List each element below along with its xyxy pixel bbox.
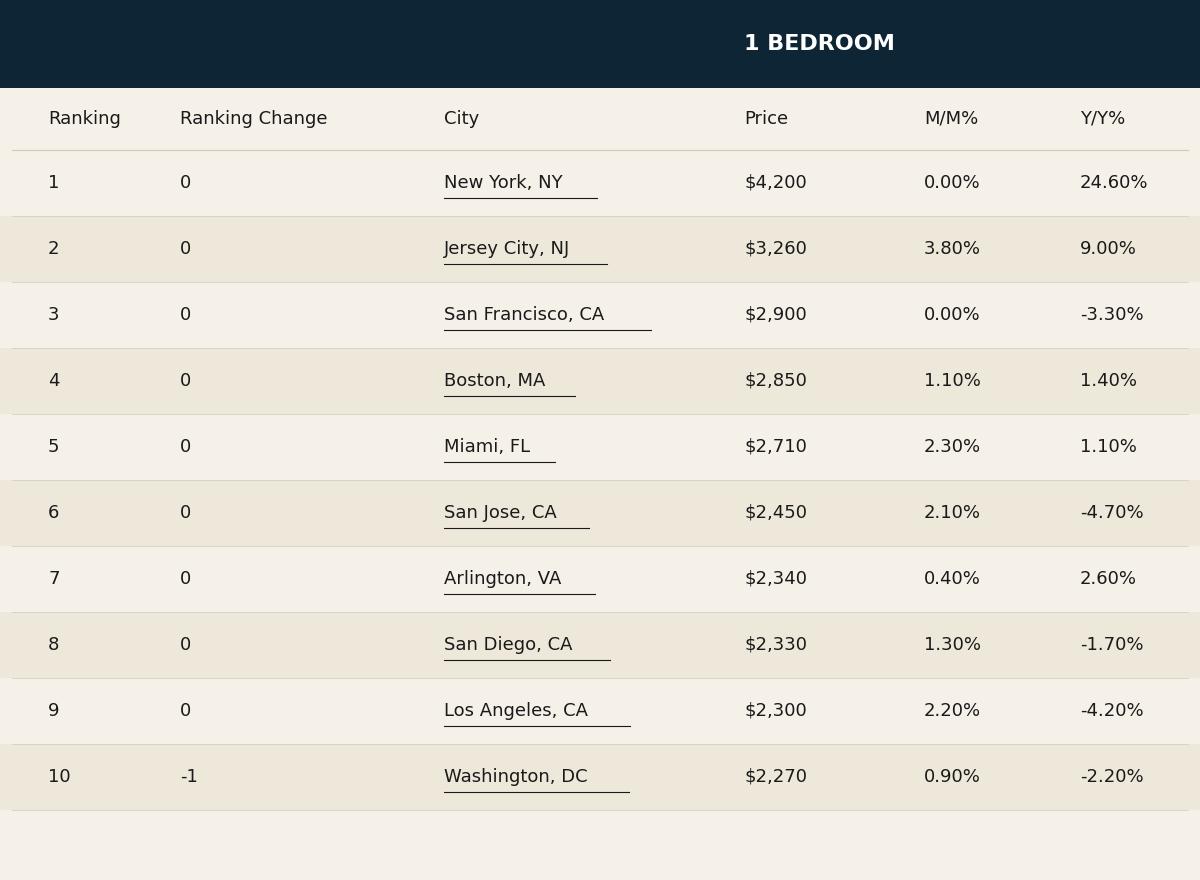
- Text: 4: 4: [48, 371, 60, 390]
- Text: 1.10%: 1.10%: [924, 371, 980, 390]
- Text: 0: 0: [180, 437, 191, 456]
- Text: City: City: [444, 110, 479, 128]
- Text: 0: 0: [180, 701, 191, 720]
- Text: 5: 5: [48, 437, 60, 456]
- FancyBboxPatch shape: [0, 0, 1200, 88]
- Text: $2,850: $2,850: [744, 371, 806, 390]
- Text: 0.00%: 0.00%: [924, 173, 980, 192]
- Text: -4.70%: -4.70%: [1080, 503, 1144, 522]
- Text: 1: 1: [48, 173, 59, 192]
- Text: -1.70%: -1.70%: [1080, 635, 1144, 654]
- Text: 1.10%: 1.10%: [1080, 437, 1136, 456]
- Text: -3.30%: -3.30%: [1080, 305, 1144, 324]
- FancyBboxPatch shape: [0, 546, 1200, 612]
- Text: 0: 0: [180, 635, 191, 654]
- FancyBboxPatch shape: [0, 414, 1200, 480]
- Text: 2: 2: [48, 239, 60, 258]
- Text: 24.60%: 24.60%: [1080, 173, 1148, 192]
- Text: 0: 0: [180, 503, 191, 522]
- Text: 2.20%: 2.20%: [924, 701, 982, 720]
- Text: 2.10%: 2.10%: [924, 503, 982, 522]
- Text: -2.20%: -2.20%: [1080, 767, 1144, 786]
- Text: $2,900: $2,900: [744, 305, 806, 324]
- Text: 10: 10: [48, 767, 71, 786]
- FancyBboxPatch shape: [0, 216, 1200, 282]
- Text: 0: 0: [180, 569, 191, 588]
- Text: 2.30%: 2.30%: [924, 437, 982, 456]
- Text: 0.40%: 0.40%: [924, 569, 980, 588]
- FancyBboxPatch shape: [0, 612, 1200, 678]
- Text: Ranking: Ranking: [48, 110, 121, 128]
- Text: Price: Price: [744, 110, 788, 128]
- Text: 0.90%: 0.90%: [924, 767, 980, 786]
- Text: 1 BEDROOM: 1 BEDROOM: [744, 34, 895, 54]
- Text: 1.30%: 1.30%: [924, 635, 982, 654]
- Text: New York, NY: New York, NY: [444, 173, 563, 192]
- FancyBboxPatch shape: [0, 480, 1200, 546]
- Text: $2,450: $2,450: [744, 503, 808, 522]
- Text: 8: 8: [48, 635, 59, 654]
- Text: San Diego, CA: San Diego, CA: [444, 635, 572, 654]
- Text: 9: 9: [48, 701, 60, 720]
- Text: $2,340: $2,340: [744, 569, 808, 588]
- Text: 0: 0: [180, 371, 191, 390]
- Text: 3.80%: 3.80%: [924, 239, 982, 258]
- Text: Ranking Change: Ranking Change: [180, 110, 328, 128]
- FancyBboxPatch shape: [0, 150, 1200, 216]
- Text: M/M%: M/M%: [924, 110, 978, 128]
- Text: San Jose, CA: San Jose, CA: [444, 503, 557, 522]
- Text: 0.00%: 0.00%: [924, 305, 980, 324]
- Text: 6: 6: [48, 503, 59, 522]
- Text: -1: -1: [180, 767, 198, 786]
- Text: $2,270: $2,270: [744, 767, 808, 786]
- Text: $2,300: $2,300: [744, 701, 806, 720]
- Text: Arlington, VA: Arlington, VA: [444, 569, 562, 588]
- Text: San Francisco, CA: San Francisco, CA: [444, 305, 605, 324]
- Text: 1.40%: 1.40%: [1080, 371, 1138, 390]
- Text: Boston, MA: Boston, MA: [444, 371, 545, 390]
- Text: Los Angeles, CA: Los Angeles, CA: [444, 701, 588, 720]
- Text: $4,200: $4,200: [744, 173, 806, 192]
- Text: -4.20%: -4.20%: [1080, 701, 1144, 720]
- Text: 9.00%: 9.00%: [1080, 239, 1136, 258]
- Text: Washington, DC: Washington, DC: [444, 767, 588, 786]
- Text: $2,710: $2,710: [744, 437, 806, 456]
- Text: $2,330: $2,330: [744, 635, 808, 654]
- Text: $3,260: $3,260: [744, 239, 806, 258]
- FancyBboxPatch shape: [0, 282, 1200, 348]
- FancyBboxPatch shape: [0, 678, 1200, 744]
- Text: Miami, FL: Miami, FL: [444, 437, 530, 456]
- Text: 0: 0: [180, 305, 191, 324]
- FancyBboxPatch shape: [0, 744, 1200, 810]
- FancyBboxPatch shape: [0, 348, 1200, 414]
- Text: Y/Y%: Y/Y%: [1080, 110, 1126, 128]
- Text: 3: 3: [48, 305, 60, 324]
- Text: 2.60%: 2.60%: [1080, 569, 1138, 588]
- Text: 7: 7: [48, 569, 60, 588]
- Text: 0: 0: [180, 239, 191, 258]
- Text: 0: 0: [180, 173, 191, 192]
- Text: Jersey City, NJ: Jersey City, NJ: [444, 239, 570, 258]
